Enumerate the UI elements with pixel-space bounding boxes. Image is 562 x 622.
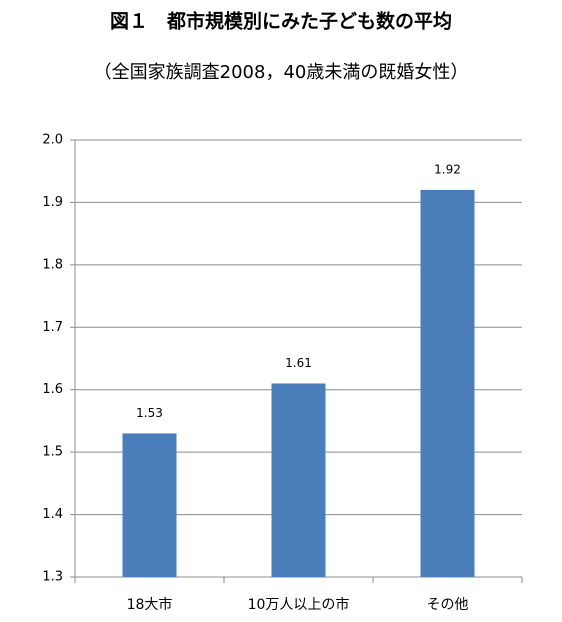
y-tick-label: 2.0 bbox=[42, 133, 63, 148]
y-tick-label: 1.3 bbox=[42, 570, 63, 585]
y-tick-label: 1.6 bbox=[42, 382, 63, 397]
y-tick-label: 1.7 bbox=[42, 320, 63, 335]
value-label: 1.53 bbox=[136, 406, 163, 420]
chart-subtitle: （全国家族調査2008，40歳未満の既婚女性） bbox=[94, 62, 469, 83]
y-tick-label: 1.4 bbox=[42, 507, 63, 522]
x-tick-label: その他 bbox=[427, 597, 469, 613]
x-tick-label: 18大市 bbox=[127, 596, 173, 613]
x-tick-label: 10万人以上の市 bbox=[248, 596, 350, 613]
value-label: 1.61 bbox=[285, 356, 312, 370]
chart-title: 図１ 都市規模別にみた子ども数の平均 bbox=[110, 10, 452, 33]
value-label: 1.92 bbox=[434, 162, 461, 176]
bar bbox=[122, 433, 177, 577]
y-tick-label: 1.5 bbox=[42, 445, 63, 460]
y-tick-label: 1.8 bbox=[42, 257, 63, 272]
y-tick-label: 1.9 bbox=[42, 195, 63, 210]
bar bbox=[271, 383, 326, 577]
bar bbox=[420, 189, 475, 577]
